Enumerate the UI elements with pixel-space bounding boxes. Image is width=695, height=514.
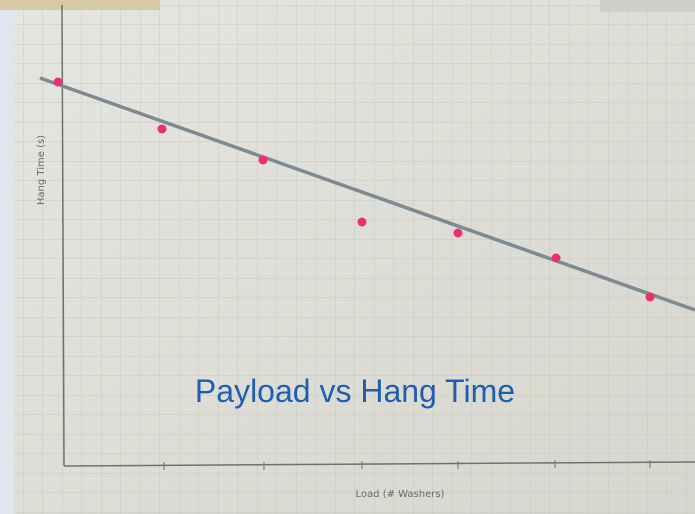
y-axis-label: Hang Time (s)	[36, 135, 47, 205]
top-corner	[600, 0, 695, 12]
x-axis-label: Load (# Washers)	[356, 489, 445, 500]
fit-line	[39, 76, 695, 312]
top-tab	[0, 0, 160, 10]
x-axis	[63, 461, 695, 467]
left-strip	[0, 0, 14, 514]
title: Payload vs Hang Time	[195, 373, 515, 409]
x-ticks	[163, 460, 651, 470]
data-points	[53, 77, 655, 302]
